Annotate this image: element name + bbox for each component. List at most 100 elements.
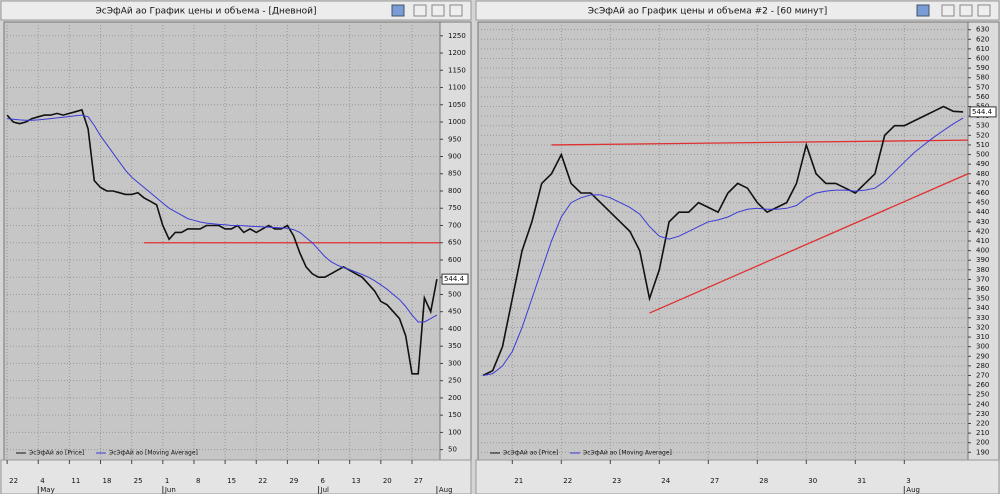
button[interactable]	[431, 4, 445, 17]
month-label: Aug	[906, 486, 920, 494]
x-tick-label: 22	[258, 477, 267, 485]
y-tick-label: 500	[976, 151, 989, 159]
y-tick-label: 460	[976, 189, 989, 197]
button[interactable]	[941, 4, 955, 17]
last-value-box	[441, 273, 469, 285]
y-tick-label: 240	[976, 400, 989, 408]
y-tick-label: 310	[976, 333, 989, 341]
y-tick-label: 1050	[448, 101, 466, 109]
month-label: Jul	[320, 486, 330, 494]
y-tick-label: 320	[976, 323, 989, 331]
series-line	[6, 108, 438, 375]
y-tick-label: 480	[976, 170, 989, 178]
y-tick-label: 1250	[448, 32, 466, 40]
month-label: Jun	[164, 486, 176, 494]
month-label: May	[40, 486, 54, 494]
y-tick-label: 150	[448, 411, 461, 419]
x-tick-label: 6	[321, 477, 326, 485]
trend-line	[649, 173, 969, 314]
button[interactable]	[449, 4, 463, 17]
y-tick-label: 190	[976, 448, 989, 456]
x-tick-label: 30	[808, 477, 817, 485]
x-tick-label: 31	[857, 477, 866, 485]
legend-label: ЭсЭфАй ао [Moving Average]	[583, 450, 672, 457]
y-tick-label: 300	[448, 359, 461, 367]
y-tick-label: 570	[976, 83, 989, 91]
y-tick-label: 450	[976, 199, 989, 207]
x-tick-label: 21	[514, 477, 523, 485]
y-tick-label: 250	[976, 391, 989, 399]
x-tick-label: 22	[563, 477, 572, 485]
y-tick-label: 440	[976, 208, 989, 216]
x-tick-label: 23	[612, 477, 621, 485]
x-tick-label: 13	[352, 477, 361, 485]
y-tick-label: 220	[976, 420, 989, 428]
x-tick-label: 8	[196, 477, 200, 485]
y-tick-label: 350	[976, 295, 989, 303]
y-tick-label: 750	[448, 204, 461, 212]
trend-line	[551, 139, 969, 146]
y-tick-label: 370	[976, 275, 989, 283]
y-tick-label: 1100	[448, 84, 466, 92]
x-tick-label: 28	[759, 477, 768, 485]
y-tick-label: 700	[448, 221, 461, 229]
y-tick-label: 450	[448, 308, 461, 316]
x-tick-label: 27	[710, 477, 719, 485]
x-tick-label: 20	[383, 477, 392, 485]
month-label: Aug	[439, 486, 453, 494]
title-bar	[475, 0, 1000, 21]
plot-area	[3, 21, 441, 461]
y-tick-label: 580	[976, 74, 989, 82]
series-line	[482, 105, 964, 377]
window-controls[interactable]	[391, 4, 991, 17]
y-tick-label: 230	[976, 410, 989, 418]
y-tick-label: 1000	[448, 118, 466, 126]
button[interactable]	[916, 4, 930, 17]
date-axis	[475, 459, 1000, 494]
y-tick-label: 200	[448, 394, 461, 402]
y-tick-label: 500	[448, 290, 461, 298]
x-tick-label: 4	[40, 477, 45, 485]
y-tick-label: 210	[976, 429, 989, 437]
y-tick-label: 280	[976, 362, 989, 370]
button[interactable]	[959, 4, 973, 17]
button[interactable]	[977, 4, 991, 17]
y-tick-label: 600	[976, 55, 989, 63]
y-tick-label: 350	[448, 342, 461, 350]
y-tick-label: 100	[448, 428, 461, 436]
y-tick-label: 390	[976, 256, 989, 264]
y-tick-label: 600	[448, 256, 461, 264]
y-tick-label: 850	[448, 170, 461, 178]
y-tick-label: 400	[448, 325, 461, 333]
y-tick-label: 330	[976, 314, 989, 322]
y-tick-label: 340	[976, 304, 989, 312]
y-tick-label: 290	[976, 352, 989, 360]
y-tick-label: 560	[976, 93, 989, 101]
button[interactable]	[413, 4, 427, 17]
y-tick-label: 510	[976, 141, 989, 149]
y-tick-label: 420	[976, 227, 989, 235]
last-value-label: 544.4	[444, 275, 465, 283]
x-tick-label: 18	[103, 477, 112, 485]
y-tick-label: 400	[976, 247, 989, 255]
date-axis	[0, 459, 472, 494]
x-tick-label: 22	[9, 477, 18, 485]
y-tick-label: 1150	[448, 66, 466, 74]
button[interactable]	[391, 4, 405, 17]
y-tick-label: 590	[976, 64, 989, 72]
y-tick-label: 610	[976, 45, 989, 53]
x-tick-label: 11	[71, 477, 80, 485]
y-tick-label: 530	[976, 122, 989, 130]
x-tick-label: 25	[134, 477, 143, 485]
y-tick-label: 490	[976, 160, 989, 168]
y-tick-label: 520	[976, 131, 989, 139]
legend-label: ЭсЭфАй ао [Price]	[503, 450, 558, 457]
y-tick-label: 250	[448, 377, 461, 385]
y-tick-label: 900	[448, 153, 461, 161]
legend-label: ЭсЭфАй ао [Price]	[29, 450, 84, 457]
y-tick-label: 260	[976, 381, 989, 389]
y-tick-label: 270	[976, 371, 989, 379]
x-tick-label: 27	[414, 477, 423, 485]
x-tick-label: 15	[227, 477, 236, 485]
axis-area	[439, 21, 472, 461]
